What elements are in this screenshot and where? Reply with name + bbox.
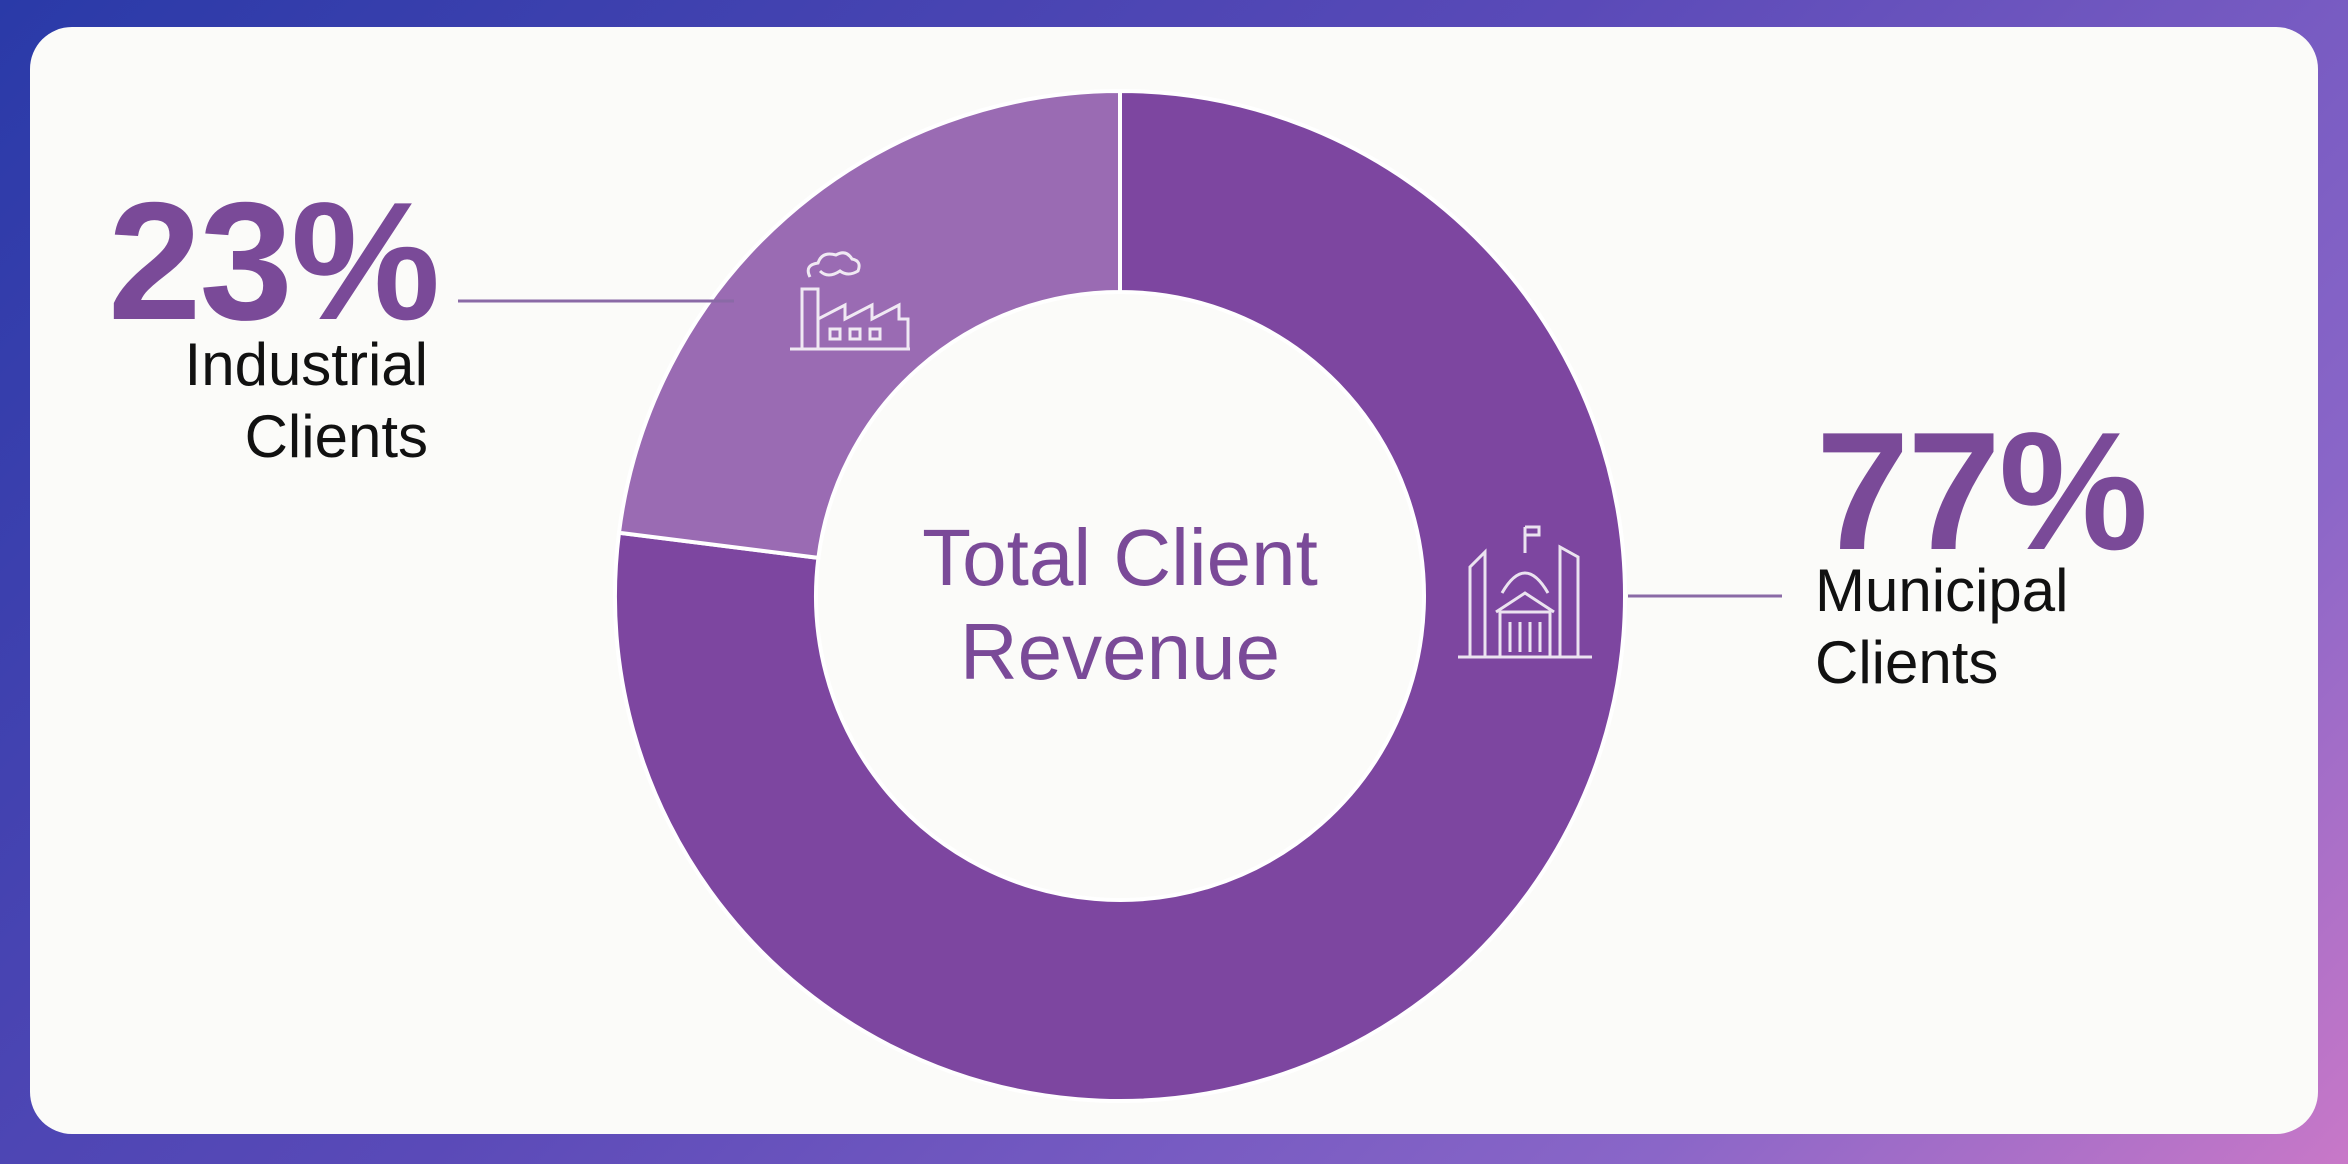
chart (458, 88, 1782, 1103)
factory-icon (790, 251, 910, 351)
building-icon (1458, 525, 1592, 659)
center-label: Total Client Revenue (922, 513, 1318, 696)
value-label: 23% (108, 167, 440, 355)
value-label: 77% (1816, 397, 2148, 585)
category-label: Municipal Clients (1815, 557, 2069, 696)
card: Total Client Revenue 23% Industrial Clien… (30, 27, 2318, 1134)
donut-slice (613, 88, 1627, 1103)
donut-slice (616, 88, 1122, 561)
category-label: Industrial Clients (184, 331, 428, 470)
